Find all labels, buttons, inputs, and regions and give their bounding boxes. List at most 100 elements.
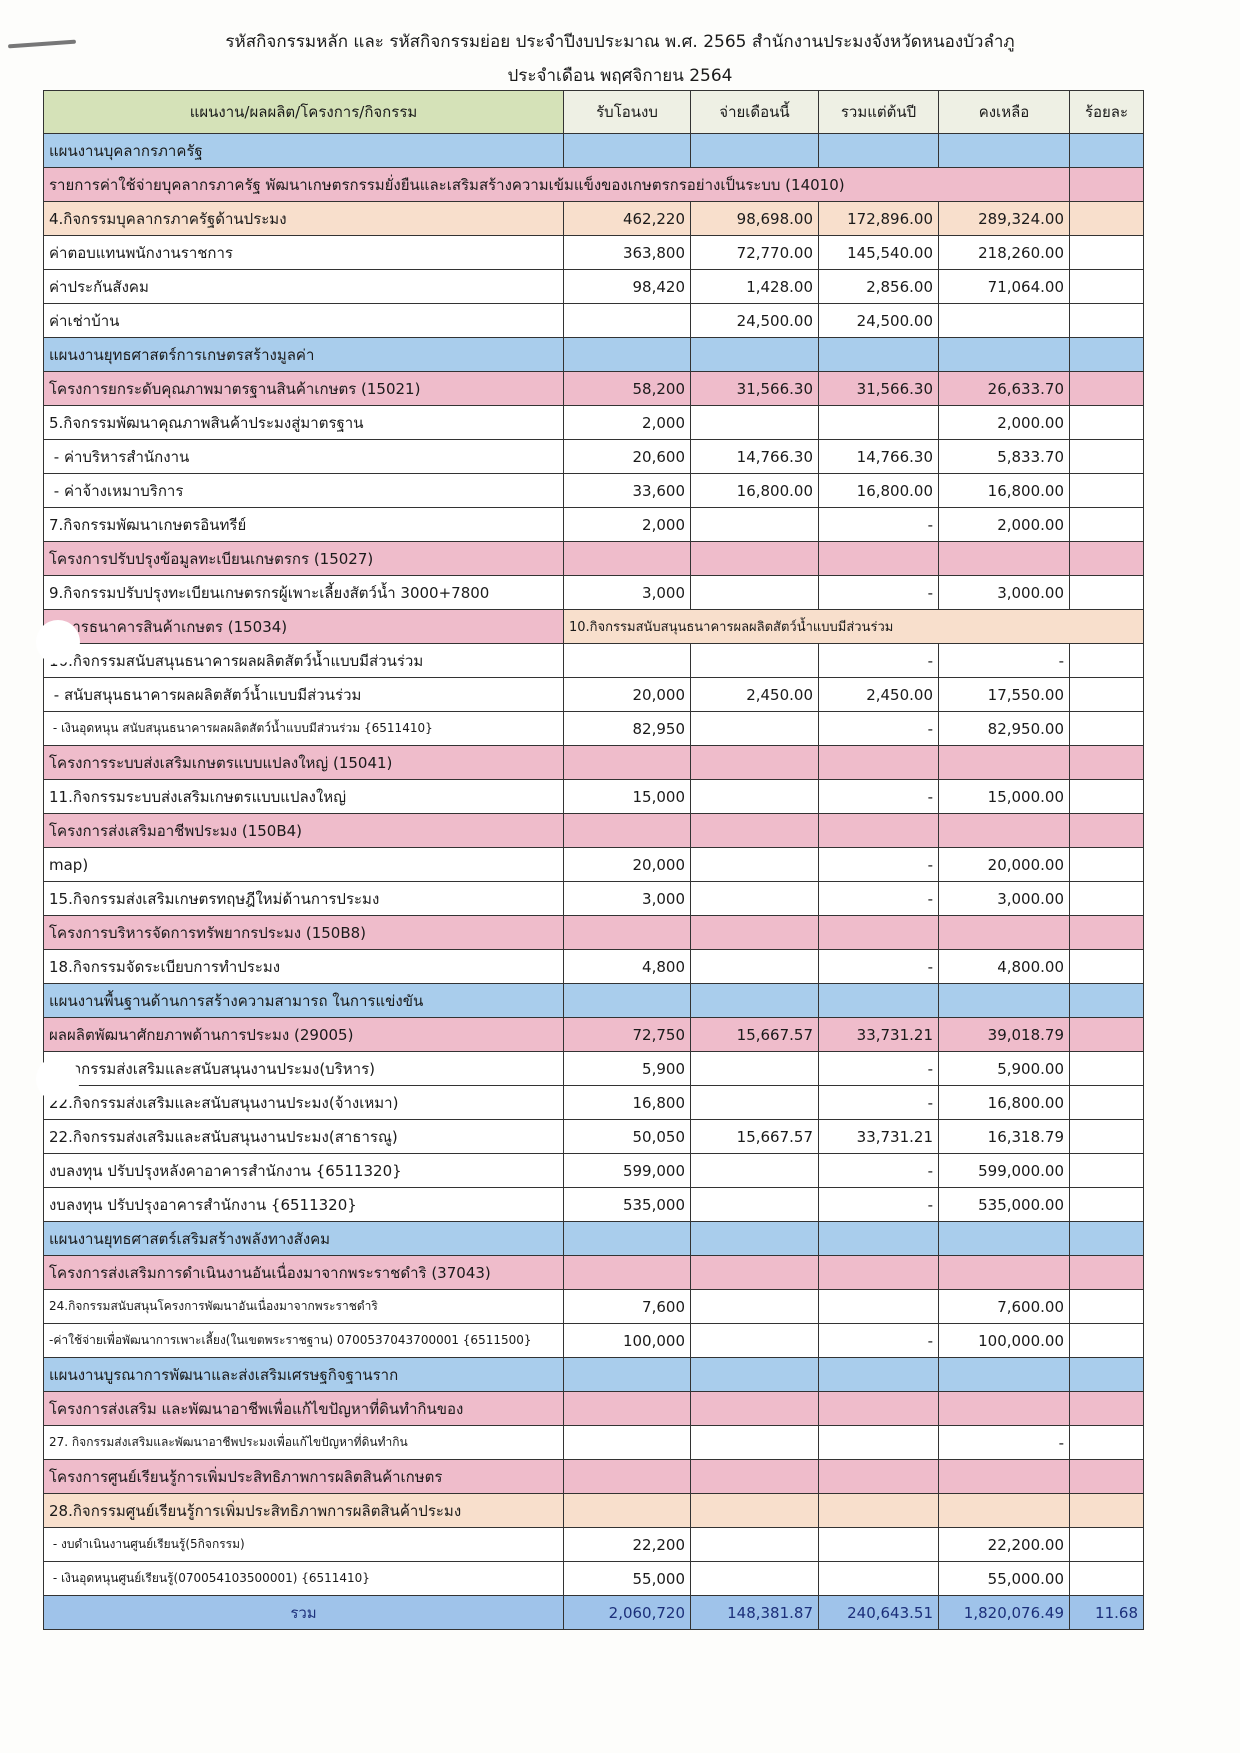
table-row-item: ค่าตอบแทนพนักงานราชการ 363,800 72,770.00 14… [43,235,1144,270]
row-value [938,1493,1070,1528]
row-value [690,1357,819,1392]
row-value: 145,540.00 [818,235,939,270]
row-value: 363,800 [563,235,691,270]
row-value [938,915,1070,950]
row-value [938,337,1070,372]
row-value: 7,600 [563,1289,691,1324]
row-value [563,1357,691,1392]
row-value [690,847,819,882]
row-value [563,643,691,678]
row-value [690,813,819,848]
row-label: 7.กิจกรรมพัฒนาเกษตรอินทรีย์ [43,507,564,542]
row-value [690,881,819,916]
row-value [563,1493,691,1528]
row-value [818,1221,939,1256]
row-label: 18.กิจกรรมจัดระเบียบการทำประมง [43,949,564,984]
row-value [1069,235,1144,270]
row-label: ค่าประกันสังคม [43,269,564,304]
row-value: - [938,643,1070,678]
row-label: การธนาคารสินค้าเกษตร (15034) [43,609,564,644]
row-value [690,745,819,780]
row-value [938,1459,1070,1494]
row-value [1069,745,1144,780]
row-label: 28.กิจกรรมศูนย์เรียนรู้การเพิ่มประสิทธิภ… [43,1493,564,1528]
row-label: 11.กิจกรรมระบบส่งเสริมเกษตรแบบแปลงใหญ่ [43,779,564,814]
table-row-plan: แผนงานบุคลากรภาครัฐ [43,133,1144,168]
column-header: รับโอนงบ [563,90,691,134]
row-value [1069,643,1144,678]
table-row-item: งบลงทุน ปรับปรุงอาคารสำนักงาน {6511320} 5… [43,1187,1144,1222]
row-label: 27. กิจกรรมส่งเสริมและพัฒนาอาชีพประมงเพื… [43,1425,564,1460]
row-label: โครงการศูนย์เรียนรู้การเพิ่มประสิทธิภาพก… [43,1459,564,1494]
row-value: 15,667.57 [690,1017,819,1052]
table-row-item: - เงินอุดหนุน สนับสนุนธนาคารผลผลิตสัตว์น… [43,711,1144,746]
row-value [818,1357,939,1392]
row-value: 16,800.00 [690,473,819,508]
row-value [1069,473,1144,508]
row-value: - [818,507,939,542]
row-value: - [818,1187,939,1222]
row-note: 10.กิจกรรมสนับสนุนธนาคารผลผลิตสัตว์น้ำแบ… [563,609,1144,644]
row-value [1069,371,1144,406]
row-value: - [818,711,939,746]
row-value [1069,1527,1144,1562]
row-value: - [818,643,939,678]
punch-hole [36,1057,80,1101]
row-value [690,1289,819,1324]
table-row-item: - เงินอุดหนุนศูนย์เรียนรู้(0700541035000… [43,1561,1144,1596]
table-row-item: 27. กิจกรรมส่งเสริมและพัฒนาอาชีพประมงเพื… [43,1425,1144,1460]
row-value [938,983,1070,1018]
row-label: - ค่าบริหารสำนักงาน [43,439,564,474]
row-value: 33,731.21 [818,1017,939,1052]
row-value [690,1085,819,1120]
row-value: - [818,779,939,814]
row-label: 5.กิจกรรมพัฒนาคุณภาพสินค้าประมงสู่มาตรฐา… [43,405,564,440]
row-value [1069,1323,1144,1358]
row-value [938,1221,1070,1256]
table-row-project: รายการค่าใช้จ่ายบุคลากรภาครัฐ พัฒนาเกษตร… [43,167,1144,202]
row-value: 15,000 [563,779,691,814]
table-row-item: 10.กิจกรรมสนับสนุนธนาคารผลผลิตสัตว์น้ำแบ… [43,643,1144,678]
row-value [1069,983,1144,1018]
row-value: 3,000.00 [938,575,1070,610]
row-value: 55,000 [563,1561,691,1596]
row-label: โครงการยกระดับคุณภาพมาตรฐานสินค้าเกษตร (… [43,371,564,406]
row-value [818,1289,939,1324]
table-row-item: 11.กิจกรรมระบบส่งเสริมเกษตรแบบแปลงใหญ่ 15… [43,779,1144,814]
row-value: 82,950 [563,711,691,746]
table-row-project: โครงการส่งเสริมการดำเนินงานอันเนื่องมาจา… [43,1255,1144,1290]
row-value [818,133,939,168]
row-value: - [818,949,939,984]
row-label: รวม [43,1595,564,1630]
row-value [1069,1017,1144,1052]
row-value [818,1459,939,1494]
row-value: 33,600 [563,473,691,508]
row-label: ผลผลิตพัฒนาศักยภาพด้านการประมง (29005) [43,1017,564,1052]
row-value [690,405,819,440]
row-label: แผนงานบุคลากรภาครัฐ [43,133,564,168]
row-value [1069,1085,1144,1120]
row-value: 16,800.00 [938,1085,1070,1120]
row-value: 289,324.00 [938,201,1070,236]
row-value [1069,337,1144,372]
row-value [690,575,819,610]
row-label: โครงการส่งเสริมอาชีพประมง (150B4) [43,813,564,848]
row-label: 4.กิจกรรมบุคลากรภาครัฐด้านประมง [43,201,564,236]
row-label: - งบดำเนินงานศูนย์เรียนรู้(5กิจกรรม) [43,1527,564,1562]
row-value: 3,000 [563,881,691,916]
row-label: - สนับสนุนธนาคารผลผลิตสัตว์น้ำแบบมีส่วนร… [43,677,564,712]
table-row-item: - ค่าจ้างเหมาบริการ 33,600 16,800.00 16,800… [43,473,1144,508]
row-label: map) [43,847,564,882]
row-value [690,949,819,984]
row-value [818,745,939,780]
row-value: 2,450.00 [818,677,939,712]
row-value [690,337,819,372]
row-value [818,1561,939,1596]
row-value: 172,896.00 [818,201,939,236]
row-value: 22,200 [563,1527,691,1562]
row-value: 599,000.00 [938,1153,1070,1188]
row-value [938,303,1070,338]
row-value: - [818,575,939,610]
table-row-project: โครงการส่งเสริม และพัฒนาอาชีพเพื่อแก้ไขป… [43,1391,1144,1426]
row-value [1069,575,1144,610]
